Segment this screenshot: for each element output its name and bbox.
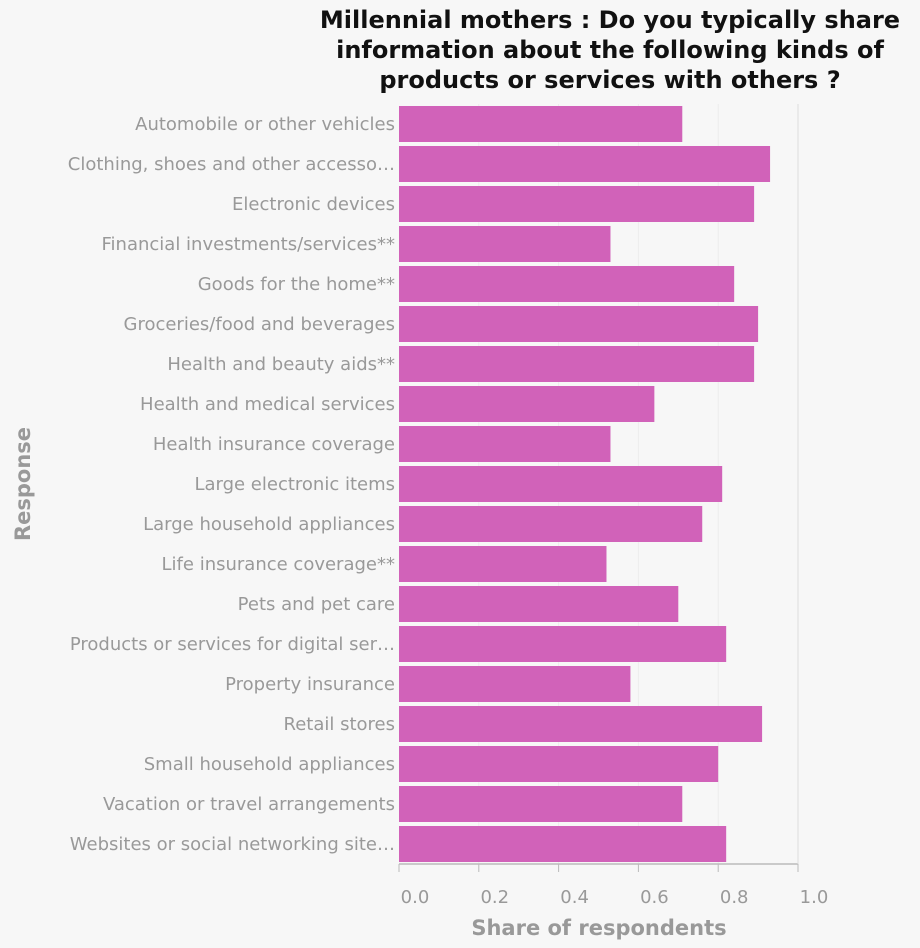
category-label: Small household appliances (144, 754, 395, 775)
bar (399, 146, 771, 182)
x-axis-title: Share of respondents (471, 916, 726, 940)
bar (399, 226, 611, 262)
y-axis-title: Response (11, 427, 35, 541)
bar (399, 346, 755, 382)
category-label: Financial investments/services** (102, 234, 395, 255)
bar (399, 786, 683, 822)
category-labels: Automobile or other vehicles Clothing, sh… (68, 114, 395, 855)
category-label: Clothing, shoes and other accesso… (68, 154, 395, 175)
bar (399, 386, 655, 422)
bar (399, 186, 755, 222)
x-tick-label: 0.6 (640, 887, 669, 908)
category-label: Vacation or travel arrangements (103, 794, 395, 815)
category-label: Large electronic items (194, 474, 395, 495)
category-label: Groceries/food and beverages (124, 314, 396, 335)
bar (399, 586, 679, 622)
bar (399, 106, 683, 142)
bar (399, 266, 735, 302)
category-label: Retail stores (284, 714, 396, 735)
x-tick-label: 0.4 (560, 887, 589, 908)
category-label: Health and medical services (140, 394, 395, 415)
category-label: Health and beauty aids** (167, 354, 395, 375)
bars-group (399, 106, 771, 862)
bar (399, 506, 703, 542)
category-label: Life insurance coverage** (162, 554, 395, 575)
x-axis-ticks: 0.0 0.2 0.4 0.6 0.8 1.0 (398, 864, 829, 908)
category-label: Websites or social networking site… (70, 834, 395, 855)
category-label: Pets and pet care (238, 594, 395, 615)
category-label: Electronic devices (232, 194, 395, 215)
bar (399, 306, 759, 342)
category-label: Goods for the home** (198, 274, 395, 295)
category-label: Products or services for digital ser… (70, 634, 395, 655)
chart-title-line-1: Millennial mothers : Do you typically sh… (320, 6, 900, 34)
x-tick-label: 0.2 (480, 887, 509, 908)
bar (399, 546, 607, 582)
x-tick-label: 0.0 (401, 887, 430, 908)
bar (399, 706, 763, 742)
bar (399, 466, 723, 502)
bar (399, 746, 719, 782)
category-label: Property insurance (225, 674, 395, 695)
category-label: Automobile or other vehicles (135, 114, 395, 135)
bar (399, 666, 631, 702)
chart-title-line-2: information about the following kinds of (336, 36, 884, 64)
bar (399, 626, 727, 662)
category-label: Health insurance coverage (153, 434, 395, 455)
category-label: Large household appliances (143, 514, 395, 535)
x-tick-label: 1.0 (800, 887, 829, 908)
bar (399, 826, 727, 862)
x-tick-label: 0.8 (720, 887, 749, 908)
bar (399, 426, 611, 462)
chart-title-line-3: products or services with others ? (379, 66, 840, 94)
